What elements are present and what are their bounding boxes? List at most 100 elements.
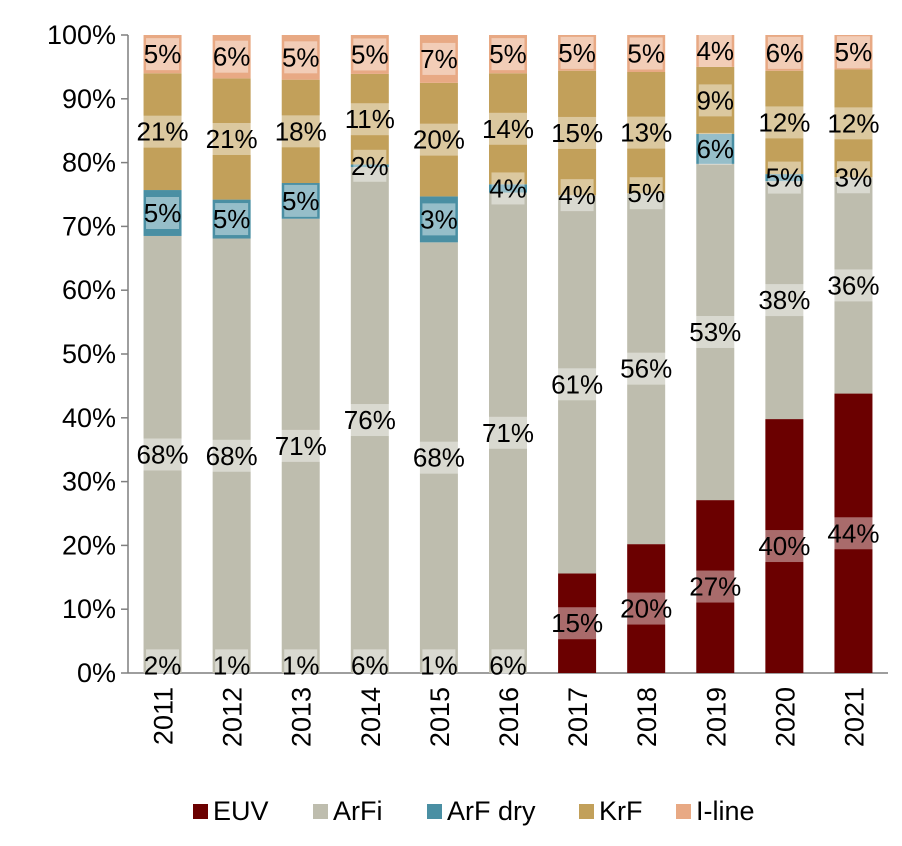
x-tick-label: 2016: [494, 687, 524, 747]
bar-arf-dry-2011: [143, 190, 182, 236]
data-label-box: [146, 197, 180, 230]
data-label-i-line-2021: 5%: [835, 37, 873, 67]
data-label-box: [553, 116, 601, 149]
y-tick-label: 70%: [62, 211, 116, 241]
data-label-krf-2017: 15%: [551, 118, 603, 148]
legend-swatch-euv: [193, 804, 208, 819]
data-label-box: [560, 36, 594, 69]
data-label-box: [207, 439, 256, 472]
data-label-euv-2021: 44%: [827, 518, 879, 548]
data-label-arf-dry-2015: 3%: [420, 204, 458, 234]
y-tick-label: 100%: [47, 20, 116, 50]
bar-arf-dry-2019: [696, 133, 735, 164]
data-label-box: [836, 161, 870, 194]
data-label-box: [829, 107, 878, 140]
data-label-box: [691, 315, 740, 348]
data-label-arf-dry-2017: 4%: [558, 180, 596, 210]
data-label-box: [284, 41, 318, 74]
data-label-i-line-2020: 6%: [766, 38, 804, 68]
data-label-box: [484, 112, 532, 145]
data-label-box: [622, 352, 670, 385]
data-label-box: [353, 38, 387, 71]
data-label-box: [760, 284, 809, 317]
data-label-krf-2013: 18%: [275, 116, 327, 146]
data-label-box: [622, 592, 670, 625]
data-label-i-line-2015: 7%: [420, 44, 458, 74]
data-label-arfi-2012: 68%: [206, 441, 258, 471]
bar-euv-2020: [765, 419, 804, 673]
data-label-euv-2016: 6%: [489, 650, 527, 680]
data-label-box: [138, 438, 187, 471]
x-tick-label: 2013: [287, 687, 317, 747]
data-label-box: [215, 40, 249, 73]
data-label-i-line-2012: 6%: [213, 42, 251, 72]
x-tick-label: 2020: [770, 687, 800, 747]
bar-krf-2021: [834, 69, 873, 178]
data-label-euv-2013: 1%: [282, 650, 320, 680]
data-label-krf-2020: 12%: [758, 107, 810, 137]
bar-krf-2011: [143, 73, 182, 191]
data-label-arf-dry-2014: 2%: [351, 151, 389, 181]
y-tick-label: 0%: [77, 658, 116, 688]
data-label-arfi-2015: 68%: [413, 443, 465, 473]
legend-label-krf: KrF: [599, 796, 643, 826]
data-label-box: [146, 38, 180, 71]
data-label-box: [829, 517, 878, 550]
legend-swatch-i-line: [676, 804, 691, 819]
bar-krf-2015: [419, 82, 458, 197]
x-tick-label: 2012: [218, 687, 248, 747]
data-label-box: [346, 404, 394, 437]
data-label-i-line-2017: 5%: [558, 38, 596, 68]
data-label-krf-2019: 9%: [696, 85, 734, 115]
data-label-arfi-2017: 61%: [551, 369, 603, 399]
bar-arfi-2015: [419, 242, 458, 673]
y-tick-label: 20%: [62, 530, 116, 560]
bar-arfi-2011: [143, 235, 182, 673]
bar-krf-2013: [281, 79, 320, 184]
data-label-box: [491, 649, 525, 682]
bar-krf-2016: [489, 73, 527, 185]
data-label-box: [629, 37, 663, 70]
data-label-box: [560, 179, 594, 212]
bar-i-line-2020: [765, 35, 804, 71]
data-label-krf-2015: 20%: [413, 125, 465, 155]
y-tick-label: 50%: [62, 339, 116, 369]
bar-i-line-2012: [212, 35, 251, 79]
y-tick-label: 30%: [62, 467, 116, 497]
bar-euv-2019: [696, 500, 735, 673]
bar-i-line-2014: [350, 35, 389, 74]
x-axis-ticks: 2011 2012 2013 2014 2015 2016 2017 2018 2019 2020…: [149, 687, 870, 747]
data-label-i-line-2011: 5%: [144, 39, 182, 69]
bar-arfi-2019: [696, 163, 735, 501]
bar-arf-dry-2013: [281, 183, 320, 219]
data-label-arf-dry-2018: 5%: [627, 178, 665, 208]
data-label-euv-2015: 1%: [420, 650, 458, 680]
bar-arfi-2016: [489, 192, 527, 673]
data-label-arf-dry-2013: 5%: [282, 186, 320, 216]
bar-i-line-2016: [489, 35, 527, 74]
data-label-krf-2021: 12%: [827, 108, 879, 138]
x-tick-label: 2015: [425, 687, 455, 747]
data-label-box: [346, 103, 394, 136]
data-label-krf-2012: 21%: [206, 124, 258, 154]
data-label-euv-2020: 40%: [758, 531, 810, 561]
data-label-box: [484, 416, 532, 449]
bar-krf-2020: [765, 70, 804, 175]
data-label-box: [622, 116, 670, 149]
data-label-i-line-2019: 4%: [696, 36, 734, 66]
data-label-arf-dry-2021: 3%: [835, 162, 873, 192]
data-label-box: [836, 36, 870, 69]
y-tick-label: 40%: [62, 403, 116, 433]
data-label-box: [276, 115, 325, 148]
bar-arfi-2018: [627, 193, 666, 545]
data-label-box: [422, 42, 456, 75]
bar-arfi-2021: [834, 177, 873, 394]
data-label-box: [415, 123, 463, 156]
data-label-arfi-2021: 36%: [827, 270, 879, 300]
data-label-box: [629, 177, 663, 210]
data-label-box: [138, 115, 187, 148]
data-label-box: [767, 161, 801, 194]
data-label-euv-2012: 1%: [213, 650, 251, 680]
bar-krf-2019: [696, 66, 735, 134]
data-label-box: [760, 106, 809, 139]
